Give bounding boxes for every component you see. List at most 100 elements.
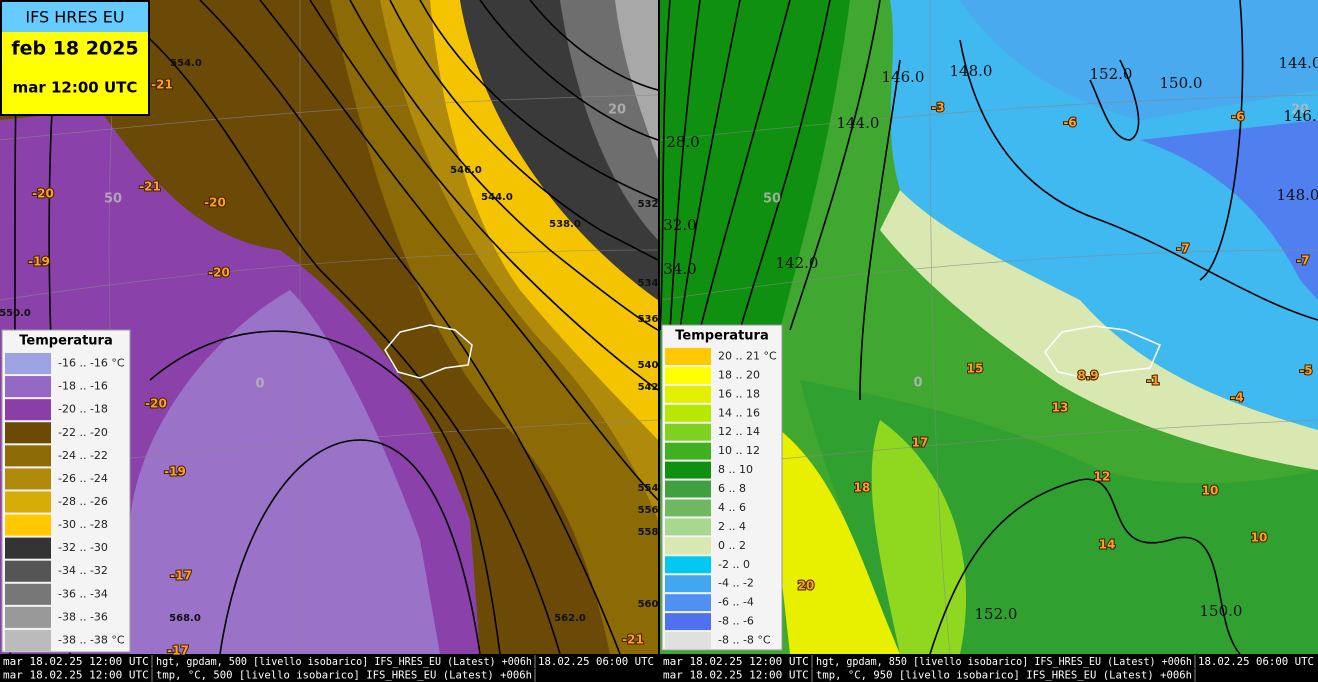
legend-label: -38 .. -36: [58, 610, 108, 623]
contour-label: 142.0: [776, 254, 819, 272]
contour-label: 150.0: [1160, 74, 1203, 92]
temperature-label: -5: [1299, 364, 1312, 378]
legend-label: -22 .. -20: [58, 426, 108, 439]
legend-swatch: [5, 583, 51, 605]
temperature-label: -6: [1231, 110, 1244, 124]
legend-label: -20 .. -18: [58, 403, 108, 416]
contour-label: 148.0: [950, 62, 993, 80]
legend-swatch: [665, 556, 711, 574]
footer-field: hgt, gpdam, 500 [livello isobarico] IFS_…: [156, 655, 532, 668]
run-time: mar 12:00 UTC: [13, 79, 138, 97]
legend-label: -6 .. -4: [718, 596, 754, 609]
legend-swatch: [665, 366, 711, 384]
contour-label: 554.0: [170, 58, 202, 69]
contour-label: 150.0: [1200, 602, 1243, 620]
contour-label: 560: [638, 599, 659, 610]
temperature-label: -1: [1146, 374, 1159, 388]
contour-label: 144.0: [1279, 54, 1318, 72]
run-date: feb 18 2025: [11, 38, 138, 60]
contour-label: 538.0: [549, 219, 581, 230]
footer-run: 18.02.25 06:00 UTC: [538, 655, 654, 668]
temperature-label: 13: [1052, 401, 1069, 415]
footer-row: [0, 668, 658, 682]
footer-time: mar 18.02.25 12:00 UTC: [663, 669, 809, 682]
right-map: [660, 0, 1318, 654]
contour-label: 144.0: [837, 114, 880, 132]
legend-label: -8 .. -6: [718, 615, 754, 628]
footer-run: 18.02.25 06:00 UTC: [1198, 655, 1314, 668]
legend-swatch: [5, 399, 51, 421]
contour-label: 146.: [1283, 107, 1316, 125]
legend-swatch: [5, 353, 51, 375]
legend-title: Temperatura: [675, 329, 768, 344]
legend-swatch: [665, 518, 711, 536]
contour-label: 550.0: [0, 308, 31, 319]
temperature-label: 10: [1251, 531, 1268, 545]
legend-swatch: [665, 632, 711, 649]
legend-label: 18 .. 20: [718, 368, 760, 381]
footer-field: hgt, gpdam, 850 [livello isobarico] IFS_…: [816, 655, 1192, 668]
legend-swatch: [5, 629, 51, 651]
contour-label: 568.0: [169, 613, 201, 624]
contour-label: 28.0: [666, 133, 699, 151]
footer-time: mar 18.02.25 12:00 UTC: [663, 655, 809, 668]
legend-swatch: [665, 537, 711, 555]
contour-label: 546.0: [450, 165, 482, 176]
legend-label: -18 .. -16: [58, 380, 108, 393]
legend-swatch: [5, 537, 51, 559]
legend-swatch: [5, 514, 51, 536]
model-name: IFS HRES EU: [25, 8, 124, 27]
contour-label: 34.0: [663, 260, 696, 278]
legend-label: 20 .. 21 °C: [718, 349, 777, 362]
contour-label: 556: [638, 505, 659, 516]
temperature-label: 20: [798, 579, 815, 593]
footer-field: tmp, °C, 500 [livello isobarico] IFS_HRE…: [156, 669, 532, 682]
contour-label: 152.0: [1090, 65, 1133, 83]
legend-swatch: [665, 499, 711, 517]
legend-label: -16 .. -16 °C: [58, 357, 125, 370]
legend-label: 10 .. 12: [718, 444, 760, 457]
temperature-label: -4: [1230, 391, 1243, 405]
temperature-label: -7: [1176, 242, 1189, 256]
temperature-label: 8.9: [1077, 369, 1098, 383]
temperature-label: -6: [1063, 116, 1076, 130]
contour-label: 544.0: [481, 192, 513, 203]
contour-label: 540: [638, 360, 659, 371]
legend-swatch: [665, 348, 711, 365]
legend-swatch: [665, 613, 711, 631]
contour-label: 532: [638, 199, 659, 210]
legend-label: -34 .. -32: [58, 564, 108, 577]
legend-swatch: [665, 423, 711, 441]
temperature-label: 18: [854, 481, 871, 495]
footer-row: [660, 668, 1318, 682]
contour-label: 534: [638, 278, 659, 289]
temperature-label: -19: [164, 465, 186, 479]
footer-row: [660, 655, 1318, 668]
contour-label: 536: [638, 314, 659, 325]
temperature-label: -19: [28, 255, 50, 269]
temperature-label: 12: [1094, 470, 1111, 484]
legend-label: 8 .. 10: [718, 463, 753, 476]
footer-time: mar 18.02.25 12:00 UTC: [3, 655, 149, 668]
temperature-label: -3: [931, 101, 944, 115]
legend-swatch: [5, 468, 51, 490]
legend-swatch: [5, 422, 51, 444]
temperature-label: 15: [967, 362, 984, 376]
temperature-label: -21: [622, 633, 644, 647]
legend-label: 6 .. 8: [718, 482, 746, 495]
temperature-label: -17: [167, 644, 189, 658]
legend-swatch: [665, 480, 711, 498]
legend-swatch: [5, 606, 51, 628]
legend-label: -32 .. -30: [58, 541, 108, 554]
legend-label: 0 .. 2: [718, 539, 746, 552]
temperature-label: -20: [204, 196, 226, 210]
grid-label: 50: [104, 192, 122, 207]
legend-swatch: [665, 385, 711, 403]
contour-label: 554: [638, 483, 659, 494]
grid-label: 20: [1291, 103, 1309, 118]
temperature-label: -17: [170, 569, 192, 583]
header-box: IFS HRES EU feb 18 2025 mar 12:00 UTC: [0, 0, 150, 116]
legend-swatch: [665, 594, 711, 612]
legend-swatch: [5, 560, 51, 582]
grid-label: 0: [913, 376, 922, 391]
